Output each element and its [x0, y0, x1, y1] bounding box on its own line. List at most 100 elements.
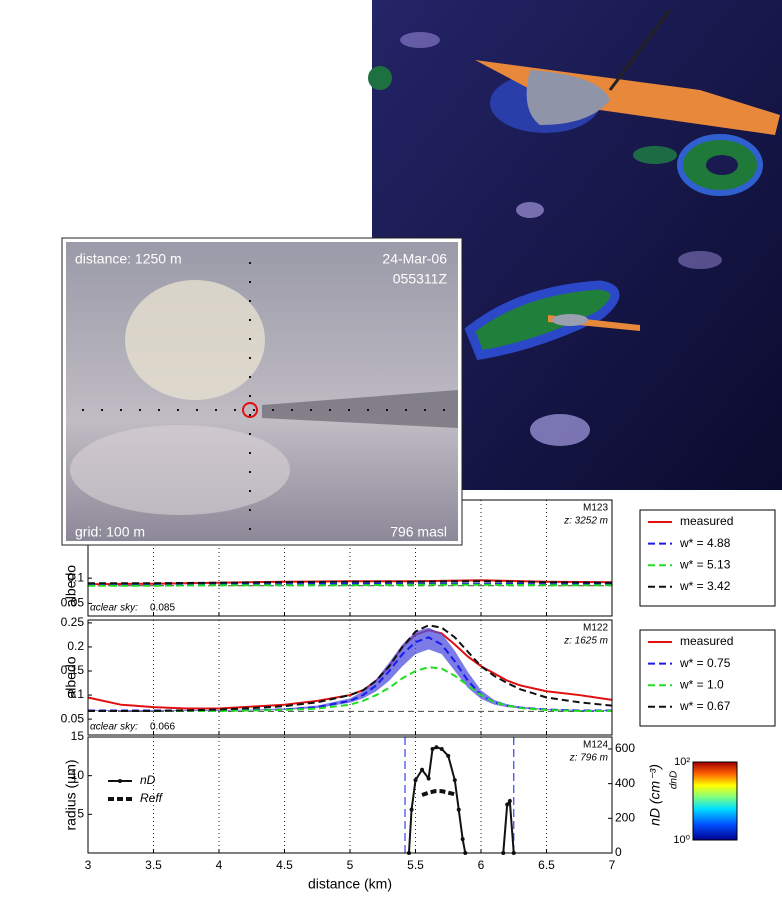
legend-label: nD — [140, 773, 156, 787]
cloud — [530, 414, 590, 446]
camera-date: 24-Mar-06 — [382, 251, 447, 267]
series-point — [409, 807, 414, 812]
y-tick-label: 15 — [71, 729, 85, 743]
panel-tag: M124 — [583, 740, 608, 751]
x-tick-label: 3.5 — [145, 858, 162, 872]
clear-sky-label: αclear sky: — [90, 722, 138, 733]
y-axis-label: radius (µm) — [63, 759, 79, 830]
legend-label: w* = 5.13 — [679, 557, 731, 571]
y-tick-label: 0.05 — [61, 711, 85, 725]
clear-sky-label: αclear sky: — [90, 603, 138, 614]
y2-axis-label: nD (cm⁻³) — [647, 764, 663, 826]
x-tick-label: 6 — [478, 858, 485, 872]
legend-label: w* = 0.75 — [679, 656, 731, 670]
panel-altitude: z: 796 m — [569, 753, 608, 764]
y2-tick-label: 0 — [615, 845, 622, 859]
plot-frame — [87, 619, 613, 736]
cloud — [400, 32, 440, 48]
y-tick-label: 0.25 — [61, 615, 85, 629]
camera-view: distance: 1250 m 24-Mar-06 055311Z grid:… — [61, 237, 463, 546]
y-tick-label: 0.2 — [67, 639, 84, 653]
island — [368, 66, 392, 90]
plot-area — [88, 737, 612, 853]
series-point — [413, 778, 418, 783]
panel-altitude: z: 3252 m — [563, 516, 608, 527]
series-point — [452, 778, 457, 783]
colorbar — [692, 761, 738, 841]
legend-label: w* = 3.42 — [679, 579, 731, 593]
camera-altitude: 796 masl — [390, 524, 447, 540]
aircraft-tail — [608, 9, 672, 91]
camera-grid: grid: 100 m — [75, 524, 145, 540]
y-tick-label: 0.15 — [61, 663, 85, 677]
colorbar-tick-label: 10⁰ — [673, 834, 690, 846]
panel-tag: M123 — [583, 503, 608, 514]
series-point — [505, 802, 510, 807]
clear-sky-value: 0.066 — [150, 722, 175, 733]
colorbar-tick-label: 10² — [674, 756, 690, 768]
y-tick-label: 0.1 — [67, 687, 84, 701]
y-axis-label: albedo — [63, 565, 79, 607]
y2-tick-label: 400 — [615, 776, 635, 790]
y-tick-label: 0.05 — [61, 596, 85, 610]
y-tick-label: 0.1 — [67, 570, 84, 584]
series-point — [460, 837, 465, 842]
x-tick-label: 3 — [85, 858, 92, 872]
y2-tick-label: 200 — [615, 810, 635, 824]
camera-distance: distance: 1250 m — [75, 251, 182, 267]
series-line — [88, 636, 612, 712]
aircraft-body — [552, 314, 588, 326]
island — [633, 146, 677, 164]
legend-box — [639, 509, 776, 607]
x-axis-label: distance (km) — [308, 876, 392, 892]
legend-label: w* = 4.88 — [679, 536, 731, 550]
legend-label: measured — [680, 514, 733, 528]
wing-shadow — [262, 390, 458, 428]
y-tick-label: 10 — [71, 768, 85, 782]
series-point — [446, 753, 451, 758]
cloud — [678, 251, 722, 269]
plot-frame — [87, 736, 613, 854]
series-point — [439, 746, 444, 751]
cloud — [70, 425, 290, 515]
legend-box — [639, 629, 776, 727]
panel-altitude: z: 1625 m — [563, 636, 608, 647]
aircraft-body — [526, 70, 610, 125]
series-line — [88, 624, 613, 712]
series-point — [507, 798, 512, 803]
legend-label: Reff — [140, 791, 164, 805]
series-point — [430, 746, 435, 751]
series-point — [420, 767, 425, 772]
colorbar-label: dnD — [669, 771, 680, 789]
clear-sky-value: 0.085 — [150, 603, 175, 614]
camera-time: 055311Z — [393, 271, 448, 287]
legend-label: w* = 1.0 — [679, 677, 724, 691]
plot-area — [88, 620, 612, 735]
series-point — [434, 745, 439, 750]
island — [706, 155, 738, 175]
legend-marker — [118, 779, 122, 783]
y-tick-label: 5 — [77, 807, 84, 821]
cloud — [125, 280, 265, 400]
x-tick-label: 5 — [347, 858, 354, 872]
cloud — [516, 202, 544, 218]
series-point — [456, 807, 461, 812]
series-point — [426, 776, 431, 781]
island — [464, 280, 620, 361]
x-tick-label: 4 — [216, 858, 223, 872]
x-tick-label: 6.5 — [538, 858, 555, 872]
legend-label: measured — [680, 634, 733, 648]
series-line — [421, 789, 456, 797]
x-tick-label: 7 — [609, 858, 616, 872]
series-line — [88, 666, 612, 712]
y2-tick-label: 600 — [615, 741, 635, 755]
x-tick-label: 4.5 — [276, 858, 293, 872]
x-tick-label: 5.5 — [407, 858, 424, 872]
panel-tag: M122 — [583, 623, 608, 634]
crosshair-center — [242, 402, 258, 418]
legend-label: w* = 0.67 — [679, 699, 731, 713]
y-axis-label: albedo — [63, 656, 79, 698]
series-line — [87, 579, 613, 586]
